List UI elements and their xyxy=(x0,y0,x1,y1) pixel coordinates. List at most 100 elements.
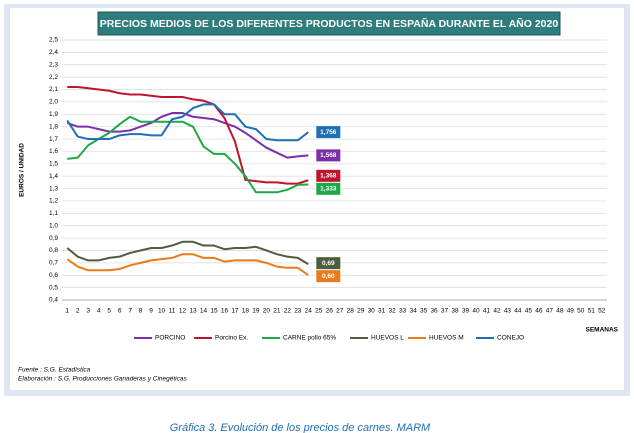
source-note: Fuente : S.G. Estadística xyxy=(18,367,91,374)
x-tick-label: 24 xyxy=(305,308,313,315)
y-axis-label: EUROS / UNIDAD xyxy=(19,143,26,197)
x-tick-label: 19 xyxy=(252,308,260,315)
series-line xyxy=(66,240,309,265)
value-label: 1,333 xyxy=(320,186,337,193)
value-label-box xyxy=(316,257,341,270)
x-tick-label: 50 xyxy=(577,308,585,315)
x-tick-label: 6 xyxy=(118,308,122,315)
x-tick-label: 14 xyxy=(200,308,208,315)
x-tick-label: 12 xyxy=(179,308,187,315)
x-tick-label: 4 xyxy=(97,308,101,315)
value-label-box xyxy=(316,149,341,162)
x-tick-label: 1 xyxy=(65,308,69,315)
x-tick-label: 44 xyxy=(514,308,522,315)
x-tick-label: 39 xyxy=(462,308,470,315)
y-tick-label: 1,5 xyxy=(49,161,58,168)
series-line xyxy=(66,103,309,142)
y-tick-label: 2,4 xyxy=(49,49,58,56)
x-tick-label: 42 xyxy=(493,308,501,315)
x-tick-label: 35 xyxy=(420,308,428,315)
value-label-box xyxy=(316,126,341,139)
y-tick-label: 1,1 xyxy=(49,210,58,217)
legend-label: PORCINO xyxy=(155,335,185,342)
value-label: 0,69 xyxy=(322,260,335,267)
series-line xyxy=(67,115,309,194)
value-label: 0,60 xyxy=(322,273,335,280)
x-tick-label: 7 xyxy=(128,308,132,315)
y-tick-label: 1,8 xyxy=(49,123,58,130)
x-tick-label: 23 xyxy=(294,308,302,315)
y-tick-label: 0,8 xyxy=(49,247,58,254)
x-tick-label: 32 xyxy=(389,308,397,315)
x-tick-label: 36 xyxy=(430,308,438,315)
x-tick-label: 45 xyxy=(525,308,533,315)
y-tick-label: 0,9 xyxy=(49,235,58,242)
x-tick-label: 48 xyxy=(556,308,564,315)
legend-label: CONEJO xyxy=(497,335,524,342)
x-tick-label: 5 xyxy=(107,308,111,315)
x-tick-label: 49 xyxy=(567,308,575,315)
chart-panel xyxy=(10,8,624,390)
series-line xyxy=(66,112,309,159)
x-tick-label: 47 xyxy=(546,308,554,315)
value-label: 1,368 xyxy=(320,173,337,180)
x-tick-label: 18 xyxy=(242,308,250,315)
x-tick-label: 2 xyxy=(76,308,80,315)
value-label: 1,568 xyxy=(320,152,337,159)
x-tick-label: 40 xyxy=(472,308,480,315)
x-tick-label: 17 xyxy=(231,308,239,315)
x-tick-label: 26 xyxy=(326,308,334,315)
x-tick-label: 29 xyxy=(357,308,365,315)
y-tick-label: 2,0 xyxy=(49,99,58,106)
x-tick-label: 51 xyxy=(588,308,596,315)
y-tick-label: 1,2 xyxy=(49,198,58,205)
value-label-box xyxy=(316,169,341,182)
value-label: 1,756 xyxy=(320,129,337,136)
x-axis-label: SEMANAS xyxy=(585,327,618,334)
x-tick-label: 15 xyxy=(210,308,218,315)
legend-label: HUEVOS M xyxy=(429,335,464,342)
caption: Gráfica 3. Evolución de los precios de c… xyxy=(170,422,431,433)
x-tick-label: 46 xyxy=(535,308,543,315)
legend-label: CARNE pollo 65% xyxy=(283,335,336,342)
x-tick-label: 13 xyxy=(189,308,197,315)
x-tick-label: 30 xyxy=(368,308,376,315)
x-tick-label: 38 xyxy=(451,308,459,315)
x-tick-label: 52 xyxy=(598,308,606,315)
value-label-box xyxy=(316,182,341,195)
y-tick-label: 1,4 xyxy=(49,173,58,180)
x-tick-label: 28 xyxy=(347,308,355,315)
x-tick-label: 16 xyxy=(221,308,229,315)
x-tick-label: 27 xyxy=(336,308,344,315)
y-tick-label: 1,0 xyxy=(49,222,58,229)
series-line xyxy=(67,86,309,185)
x-tick-label: 41 xyxy=(483,308,491,315)
y-tick-label: 0,6 xyxy=(49,272,58,279)
y-tick-label: 0,5 xyxy=(49,284,58,291)
y-tick-label: 1,6 xyxy=(49,148,58,155)
x-tick-label: 8 xyxy=(139,308,143,315)
y-tick-label: 2,3 xyxy=(49,61,58,68)
series-line xyxy=(66,253,309,277)
y-tick-label: 1,7 xyxy=(49,136,58,143)
x-tick-label: 3 xyxy=(86,308,90,315)
title-box xyxy=(97,11,561,36)
chart-title: PRECIOS MEDIOS DE LOS DIFERENTES PRODUCT… xyxy=(100,17,559,30)
x-tick-label: 10 xyxy=(158,308,166,315)
x-tick-label: 21 xyxy=(273,308,281,315)
x-tick-label: 43 xyxy=(504,308,512,315)
x-tick-label: 9 xyxy=(149,308,153,315)
x-tick-label: 11 xyxy=(169,308,176,315)
y-tick-label: 2,1 xyxy=(49,86,58,93)
x-tick-label: 20 xyxy=(263,308,271,315)
y-tick-label: 1,9 xyxy=(49,111,58,118)
x-tick-label: 31 xyxy=(378,308,386,315)
x-tick-label: 37 xyxy=(441,308,449,315)
legend-label: Porcino Ex. xyxy=(215,335,248,342)
elaboration-note: Elaboración : S.G. Producciones Ganadera… xyxy=(18,376,187,383)
x-tick-label: 33 xyxy=(399,308,407,315)
y-tick-label: 2,2 xyxy=(49,74,58,81)
legend-label: HUEVOS L xyxy=(371,335,404,342)
x-tick-label: 34 xyxy=(409,308,417,315)
